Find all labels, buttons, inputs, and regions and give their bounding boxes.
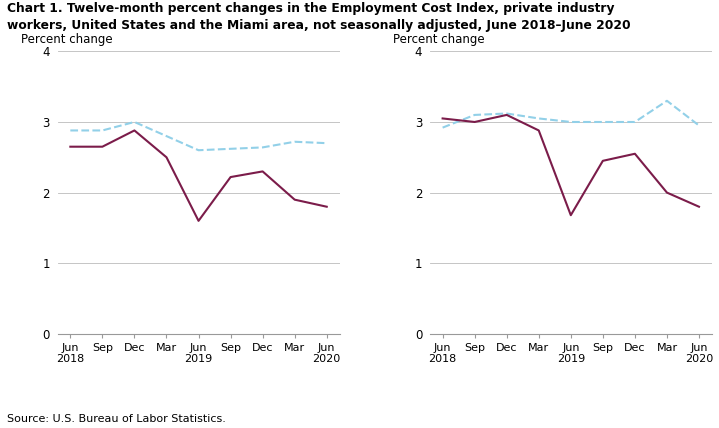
Text: Percent change: Percent change bbox=[21, 33, 112, 46]
Text: Source: U.S. Bureau of Labor Statistics.: Source: U.S. Bureau of Labor Statistics. bbox=[7, 414, 226, 424]
Text: workers, United States and the Miami area, not seasonally adjusted, June 2018–Ju: workers, United States and the Miami are… bbox=[7, 19, 631, 32]
Text: Chart 1. Twelve-month percent changes in the Employment Cost Index, private indu: Chart 1. Twelve-month percent changes in… bbox=[7, 2, 615, 15]
Text: Percent change: Percent change bbox=[393, 33, 485, 46]
